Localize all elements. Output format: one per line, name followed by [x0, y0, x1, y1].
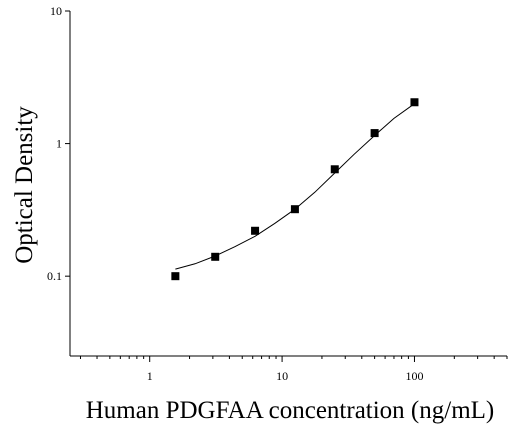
y-tick-label: 0.1 — [47, 269, 62, 283]
x-tick-label: 100 — [405, 369, 423, 383]
x-tick-label: 1 — [147, 369, 153, 383]
y-axis-label: Optical Density — [11, 106, 38, 264]
data-point — [171, 272, 180, 281]
y-tick-label: 10 — [50, 4, 62, 18]
y-tick-label: 1 — [56, 137, 62, 151]
fit-curve — [175, 103, 415, 270]
data-point — [330, 165, 339, 174]
data-point — [410, 98, 419, 107]
data-point — [370, 129, 379, 138]
x-axis-label: Human PDGFAA concentration (ng/mL) — [86, 397, 495, 424]
data-point — [211, 252, 220, 261]
x-tick-label: 10 — [276, 369, 288, 383]
data-point — [251, 226, 260, 235]
